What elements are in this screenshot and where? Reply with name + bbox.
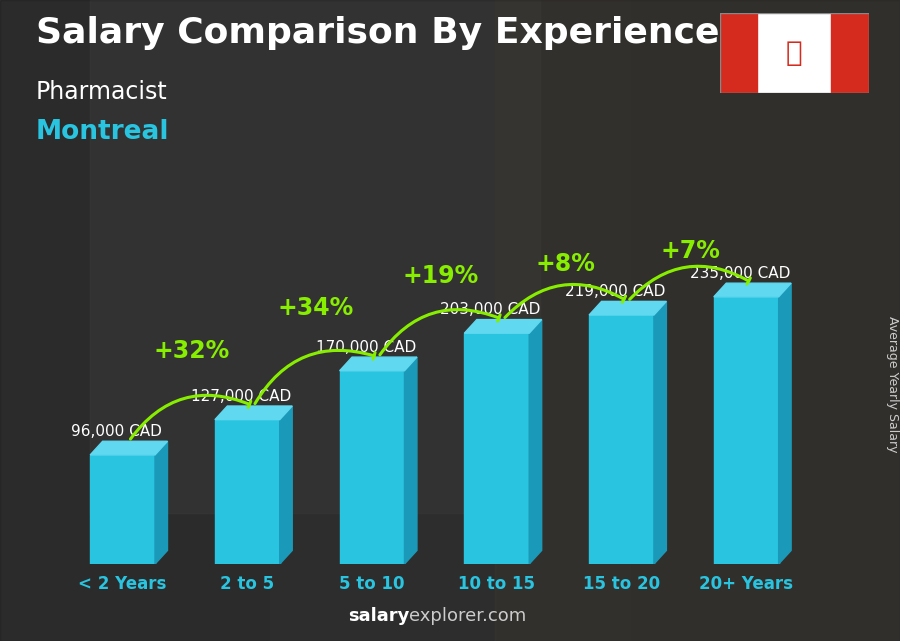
Polygon shape [339, 357, 417, 370]
Bar [270, 0, 630, 641]
Polygon shape [778, 283, 791, 564]
Polygon shape [590, 301, 666, 315]
Text: 96,000 CAD: 96,000 CAD [71, 424, 162, 439]
Text: Average Yearly Salary: Average Yearly Salary [886, 317, 899, 453]
Bar [590, 315, 654, 564]
Text: +7%: +7% [661, 239, 720, 263]
Bar [464, 333, 529, 564]
Polygon shape [155, 441, 167, 564]
Polygon shape [215, 406, 292, 420]
Bar [720, 13, 757, 93]
Bar [339, 370, 404, 564]
Text: explorer.com: explorer.com [410, 607, 526, 625]
Polygon shape [90, 441, 167, 455]
Text: 203,000 CAD: 203,000 CAD [440, 303, 541, 317]
Text: +19%: +19% [402, 264, 479, 288]
Polygon shape [280, 406, 292, 564]
Text: +8%: +8% [536, 252, 595, 276]
Bar [90, 0, 540, 513]
Bar [714, 297, 778, 564]
Text: 235,000 CAD: 235,000 CAD [689, 266, 790, 281]
Polygon shape [464, 320, 542, 333]
Bar [495, 0, 900, 641]
Text: salary: salary [348, 607, 410, 625]
Bar [832, 13, 868, 93]
Text: 127,000 CAD: 127,000 CAD [191, 388, 292, 404]
Text: Pharmacist: Pharmacist [36, 80, 167, 104]
Bar [90, 455, 155, 564]
Text: +34%: +34% [278, 296, 354, 320]
Text: Montreal: Montreal [36, 119, 169, 145]
Text: 219,000 CAD: 219,000 CAD [565, 284, 665, 299]
Polygon shape [404, 357, 417, 564]
Text: +32%: +32% [153, 340, 230, 363]
Polygon shape [529, 320, 542, 564]
Text: 170,000 CAD: 170,000 CAD [316, 340, 416, 355]
Polygon shape [714, 283, 791, 297]
Text: Salary Comparison By Experience: Salary Comparison By Experience [36, 16, 719, 50]
Text: 🍁: 🍁 [786, 38, 803, 67]
Bar [215, 420, 280, 564]
Polygon shape [654, 301, 666, 564]
